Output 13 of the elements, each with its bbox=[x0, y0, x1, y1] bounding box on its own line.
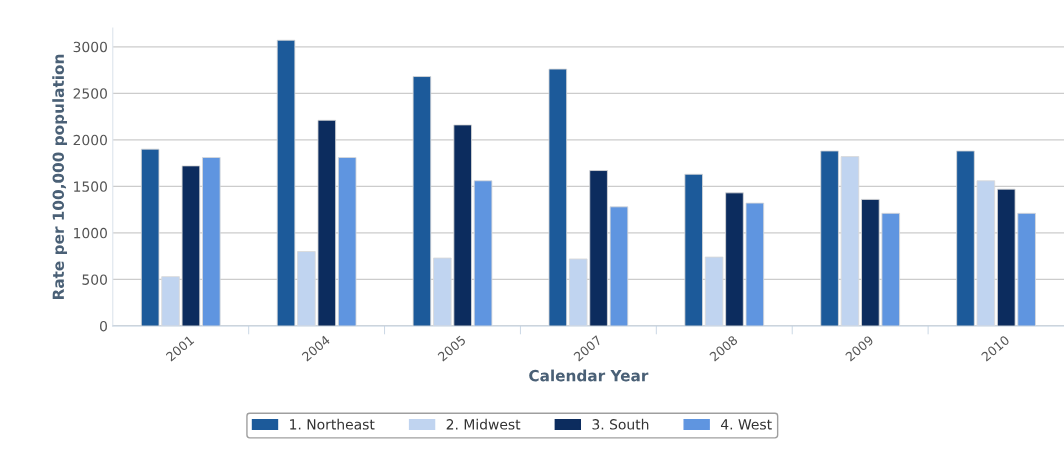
x-axis-title: Calendar Year bbox=[529, 369, 649, 382]
y-tick-label: 3000 bbox=[73, 41, 107, 53]
legend-label: 3. South bbox=[592, 418, 649, 430]
y-axis-title: Rate per 100,000 population bbox=[52, 54, 68, 300]
y-tick-label: 500 bbox=[82, 274, 107, 285]
legend-label: 1. Northeast bbox=[290, 418, 375, 430]
y-tick-label: 0 bbox=[100, 320, 107, 332]
y-tick-label: 2500 bbox=[73, 88, 107, 99]
legend-label: 2. Midwest bbox=[446, 418, 521, 430]
y-tick-label: 2000 bbox=[73, 134, 107, 146]
legend-label: 4. West bbox=[720, 419, 772, 430]
y-tick-label: 1000 bbox=[74, 227, 107, 239]
y-tick-label: 1500 bbox=[74, 181, 107, 192]
